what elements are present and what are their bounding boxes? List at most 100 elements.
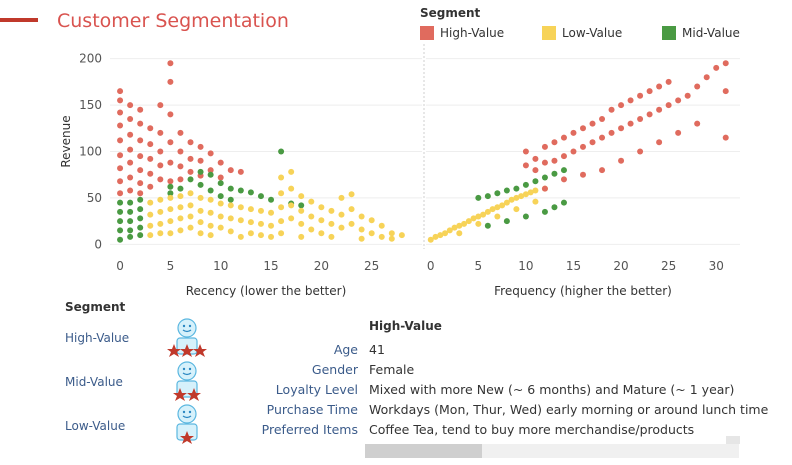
data-point	[703, 74, 710, 81]
data-point	[197, 157, 204, 164]
data-point	[127, 187, 134, 194]
x-tick-label: 5	[167, 259, 175, 273]
data-point	[646, 111, 653, 118]
data-point	[117, 88, 124, 95]
data-point	[675, 97, 682, 104]
data-point	[257, 232, 264, 239]
data-point	[137, 180, 144, 187]
data-point	[137, 137, 144, 144]
data-point	[117, 208, 124, 215]
detail-key: Preferred Items	[261, 422, 358, 437]
page-title: Customer Segmentation	[57, 10, 289, 32]
legend-item-mid[interactable]: Mid-Value	[662, 26, 740, 40]
scrollbar-thumb[interactable]	[365, 444, 482, 458]
data-point	[278, 190, 285, 197]
data-point	[489, 206, 496, 213]
detail-key: Gender	[311, 362, 358, 377]
data-point	[475, 194, 482, 201]
segment-label-high[interactable]: High-Value	[65, 331, 130, 345]
data-point	[257, 220, 264, 227]
data-point	[247, 206, 254, 213]
x-tick-label: 15	[263, 259, 278, 273]
data-point	[494, 204, 501, 211]
data-point	[207, 196, 214, 203]
legend-label-low: Low-Value	[562, 26, 623, 40]
data-point	[177, 227, 184, 234]
data-point	[358, 213, 365, 220]
data-point	[247, 189, 254, 196]
data-point	[484, 208, 491, 215]
data-point	[117, 97, 124, 104]
data-point	[268, 233, 275, 240]
legend-item-low[interactable]: Low-Value	[542, 26, 622, 40]
data-point	[522, 191, 529, 198]
data-point	[456, 230, 463, 237]
data-point	[560, 153, 567, 160]
data-point	[227, 202, 234, 209]
legend[interactable]: High-Value Low-Value Mid-Value	[420, 26, 740, 44]
data-point	[513, 194, 520, 201]
data-point	[378, 222, 385, 229]
data-point	[197, 207, 204, 214]
data-point	[618, 157, 625, 164]
data-point	[480, 211, 487, 218]
data-point	[167, 194, 174, 201]
legend-item-high[interactable]: High-Value	[420, 26, 504, 40]
data-point	[207, 232, 214, 239]
x-tick-label: 5	[475, 259, 483, 273]
data-point	[503, 199, 510, 206]
data-point	[167, 78, 174, 85]
data-point	[117, 178, 124, 185]
data-point	[127, 102, 134, 109]
data-point	[508, 196, 515, 203]
data-point	[580, 143, 586, 150]
data-point	[117, 199, 124, 206]
segment-label-low[interactable]: Low-Value	[65, 419, 126, 433]
data-point	[207, 222, 214, 229]
data-point	[187, 202, 194, 209]
data-point	[147, 222, 154, 229]
data-point	[227, 185, 234, 192]
data-point	[665, 78, 672, 85]
data-point	[207, 187, 214, 194]
data-point	[278, 230, 285, 237]
data-point	[522, 162, 529, 169]
x-tick-label: 25	[661, 259, 676, 273]
data-point	[560, 176, 567, 183]
detail-row-purchase-time: Purchase Time Workdays (Mon, Thur, Wed) …	[200, 402, 769, 422]
data-point	[137, 196, 144, 203]
data-point	[328, 233, 335, 240]
data-point	[157, 102, 164, 109]
data-point	[137, 215, 144, 222]
detail-row-age: Age 41	[200, 342, 740, 362]
x-axis-label: Recency (lower the better)	[186, 284, 347, 298]
data-point	[207, 171, 214, 178]
accent-bar	[0, 18, 38, 22]
data-point	[722, 134, 729, 141]
data-point	[656, 106, 663, 113]
data-point	[608, 129, 615, 136]
detail-value: Coffee Tea, tend to buy more merchandise…	[369, 422, 695, 437]
data-point	[117, 152, 124, 159]
star-icon-low	[180, 431, 194, 444]
data-point	[432, 233, 439, 240]
data-point	[437, 232, 444, 239]
data-point	[378, 233, 385, 240]
data-point	[541, 143, 548, 150]
data-point	[167, 139, 174, 146]
data-point	[580, 171, 586, 178]
legend-label-mid: Mid-Value	[682, 26, 740, 40]
data-point	[368, 230, 375, 237]
data-point	[127, 146, 134, 153]
legend-swatch-low	[542, 26, 556, 40]
data-point	[127, 159, 134, 166]
data-point	[117, 137, 124, 144]
data-point	[167, 60, 174, 67]
segment-label-mid[interactable]: Mid-Value	[65, 375, 123, 389]
x-tick-label: 0	[116, 259, 124, 273]
data-point	[237, 168, 244, 175]
data-point	[522, 181, 529, 188]
data-point	[541, 159, 548, 166]
data-point	[187, 190, 194, 197]
